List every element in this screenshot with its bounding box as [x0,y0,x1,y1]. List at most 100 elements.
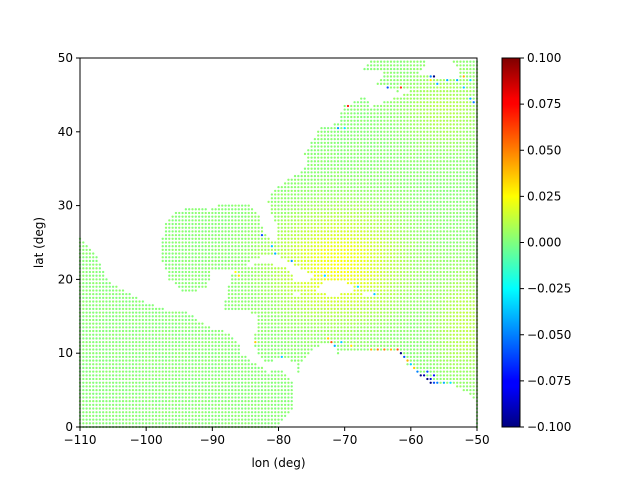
data-point [115,388,118,392]
data-point [343,241,346,244]
data-point [432,289,436,292]
data-point [197,329,201,333]
data-point [406,359,409,362]
data-point [240,418,244,421]
data-point [386,315,389,318]
data-point [419,281,422,285]
data-point [363,226,366,229]
data-point [191,241,194,244]
data-point [168,230,171,233]
data-point [201,370,204,373]
data-point [125,315,128,318]
data-point [280,289,283,292]
data-point [158,385,161,388]
data-point [204,400,207,403]
data-point [353,222,356,226]
data-point [300,296,303,299]
data-point [465,293,469,296]
data-point [439,337,442,340]
data-point [250,278,254,281]
data-point [164,333,168,336]
data-point [412,278,416,281]
data-point [231,289,234,292]
data-point [280,400,283,403]
data-point [449,289,452,292]
data-point [105,296,108,299]
data-point [416,304,419,307]
data-point [446,222,449,226]
data-point [287,226,290,229]
data-point [148,333,151,336]
data-point [293,252,297,255]
data-point [429,311,432,314]
data-point [211,392,214,395]
data-point [446,326,449,329]
data-point [217,248,221,252]
data-point [148,355,151,359]
data-point [323,256,326,259]
data-point [224,304,227,307]
data-point [456,355,459,359]
data-point [237,237,240,240]
data-point [366,274,369,277]
data-point [270,381,274,384]
data-point [131,374,135,377]
data-point [465,248,469,252]
data-point [105,381,108,384]
data-point [462,274,465,277]
data-point [217,352,221,355]
data-point [442,333,446,336]
data-point [403,278,406,281]
data-point [95,304,98,307]
data-point [194,241,197,244]
data-point [403,318,406,322]
data-point [234,263,237,266]
data-point [240,396,244,399]
data-point [310,296,313,299]
data-point [353,293,356,296]
data-point [326,307,330,311]
data-point [283,237,287,240]
data-point [82,263,85,266]
data-point [429,340,432,344]
data-point [303,311,307,314]
data-point [350,256,353,259]
data-point [360,300,363,303]
data-point [188,252,191,255]
data-point [462,363,465,366]
data-point [257,388,260,392]
data-point [164,381,168,384]
data-point [264,267,267,270]
data-point [300,307,303,311]
data-point [82,414,85,418]
data-point [105,329,108,333]
data-point [406,315,409,318]
data-point [214,400,217,403]
data-point [88,385,92,388]
data-point [260,230,264,233]
data-point [240,381,244,384]
data-point [257,411,260,414]
data-point [111,307,115,311]
data-point [290,392,293,395]
data-point [264,422,267,425]
data-point [320,237,323,240]
data-point [313,322,317,325]
data-point [270,414,274,418]
data-point [396,340,399,344]
data-point [446,245,449,248]
data-point [211,241,214,244]
data-point [188,333,191,336]
data-point [429,329,432,333]
data-point [336,252,340,255]
data-point [360,278,363,281]
data-point [446,285,449,288]
data-point [287,400,290,403]
data-point [333,307,336,311]
data-point [313,256,317,259]
data-point [456,307,459,311]
data-point [108,337,111,340]
data-point [211,359,214,362]
data-point [462,222,465,226]
data-point [419,322,422,325]
